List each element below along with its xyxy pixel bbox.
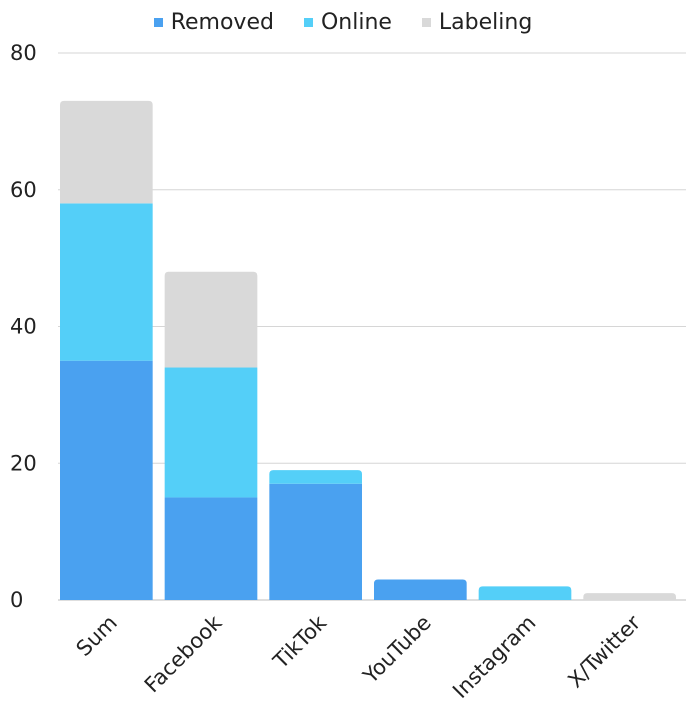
x-tick-label-sum: Sum xyxy=(72,611,122,661)
y-tick-label-40: 40 xyxy=(10,315,37,339)
bar-instagram-online xyxy=(478,586,572,600)
x-tick-label-x-twitter: X/Twitter xyxy=(563,610,645,692)
legend-swatch-removed xyxy=(153,18,163,27)
y-tick-label-60: 60 xyxy=(10,178,37,202)
legend-label-labeling: Labeling xyxy=(438,10,533,35)
bar-tiktok-online xyxy=(269,470,362,484)
legend-swatch-online xyxy=(303,18,313,27)
bar-youtube-removed xyxy=(374,579,467,600)
bar-facebook-labeling xyxy=(164,271,258,368)
legend-label-removed: Removed xyxy=(170,10,274,35)
y-tick-label-20: 20 xyxy=(10,451,37,475)
bar-sum-removed xyxy=(60,360,153,600)
y-tick-label-80: 80 xyxy=(10,41,37,65)
legend-item-removed: Removed xyxy=(153,10,274,35)
legend-label-online: Online xyxy=(320,10,392,35)
x-tick-label-tiktok: TikTok xyxy=(268,610,332,674)
legend-swatch-labeling xyxy=(421,18,431,27)
bar-sum-online xyxy=(60,203,153,361)
bar-facebook-online xyxy=(164,367,258,498)
bar-x-twitter-labeling xyxy=(583,593,676,600)
x-tick-label-youtube: YouTube xyxy=(358,611,436,689)
legend: Removed Online Labeling xyxy=(0,10,686,35)
legend-item-online: Online xyxy=(303,10,392,35)
x-tick-label-facebook: Facebook xyxy=(140,610,227,697)
bar-facebook-removed xyxy=(164,497,258,600)
bar-tiktok-removed xyxy=(269,483,362,600)
legend-item-labeling: Labeling xyxy=(421,10,533,35)
x-tick-label-instagram: Instagram xyxy=(448,611,541,704)
y-tick-label-0: 0 xyxy=(10,588,23,612)
bar-sum-labeling xyxy=(60,100,153,204)
